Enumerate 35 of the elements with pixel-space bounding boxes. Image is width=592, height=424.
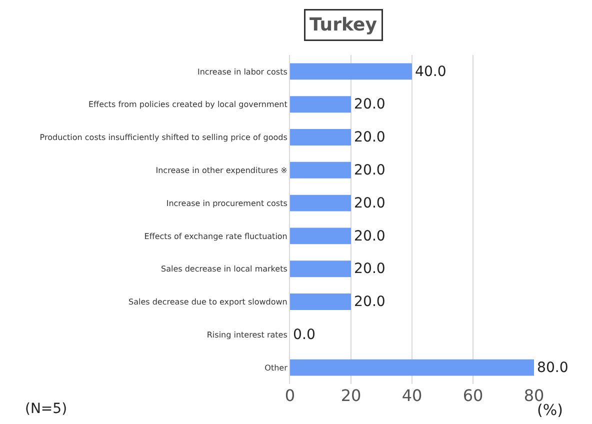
data-label: 20.0 bbox=[354, 294, 386, 310]
x-tick-label: 60 bbox=[462, 386, 484, 405]
bar bbox=[290, 260, 351, 278]
y-tick-label: Production costs insufficiently shifted to selling price of goods bbox=[40, 133, 288, 142]
bar bbox=[290, 162, 351, 178]
data-label: 20.0 bbox=[354, 130, 386, 146]
data-label: 40.0 bbox=[415, 64, 446, 80]
y-tick-label: Sales decrease in local markets bbox=[161, 264, 288, 274]
y-tick-label: Rising interest rates bbox=[206, 330, 288, 340]
x-tick-label: 0 bbox=[284, 386, 296, 405]
y-tick-label: Other bbox=[264, 363, 288, 372]
y-tick-label: Increase in labor costs bbox=[197, 67, 288, 76]
y-tick-label: Increase in other expenditures ※ bbox=[156, 166, 288, 175]
text: (N=5) bbox=[25, 401, 68, 417]
data-label: 20.0 bbox=[354, 96, 386, 113]
data-label: 0.0 bbox=[293, 326, 316, 343]
bar bbox=[290, 228, 351, 244]
y-tick-label: Sales decrease due to export slowdown bbox=[128, 298, 288, 307]
bar bbox=[290, 294, 351, 310]
y-tick-label: Increase in procurement costs bbox=[166, 198, 288, 208]
data-label: 20.0 bbox=[354, 195, 386, 212]
data-label: 20.0 bbox=[354, 228, 386, 244]
bar bbox=[290, 96, 351, 113]
chart-title: Turkey bbox=[310, 14, 378, 36]
bar bbox=[290, 359, 534, 376]
bar bbox=[290, 129, 351, 146]
bar bbox=[290, 63, 412, 80]
x-tick-label: 40 bbox=[402, 386, 422, 405]
data-label: 20.0 bbox=[354, 261, 386, 278]
x-tick-label: 20 bbox=[340, 386, 362, 405]
y-tick-label: Effects from policies created by local government bbox=[88, 100, 288, 110]
data-label: 80.0 bbox=[537, 360, 568, 376]
y-tick-label: Effects of exchange rate fluctuation bbox=[144, 232, 288, 241]
bar bbox=[290, 194, 351, 212]
data-label: 20.0 bbox=[354, 162, 386, 178]
